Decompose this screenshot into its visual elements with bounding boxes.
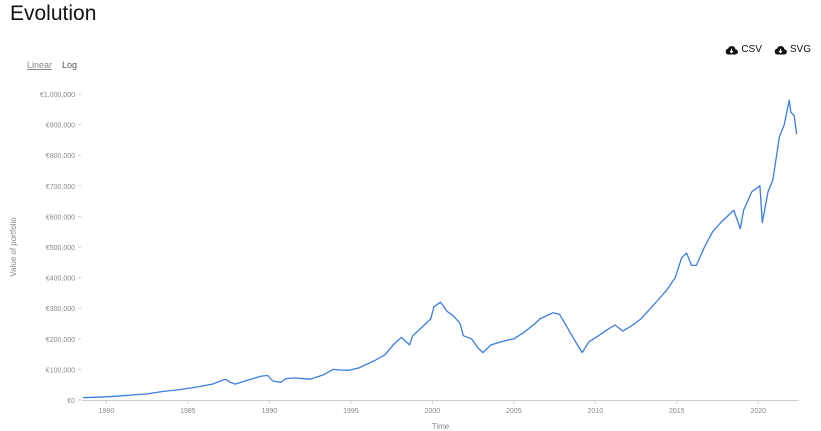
x-tick-label: 1990 [262,408,278,415]
download-csv-label: CSV [741,44,762,55]
x-axis-label: Time [432,422,450,431]
scale-linear-option[interactable]: Linear [27,60,53,70]
cloud-download-icon [726,45,739,55]
y-tick-label: €600,000 [46,214,75,221]
y-tick-label: €1,000,000 [40,92,75,99]
x-tick-label: 1980 [99,408,115,415]
cloud-download-icon [774,45,787,55]
portfolio-value-line [82,99,798,399]
y-tick-label: €500,000 [46,245,75,252]
y-tick-label: €800,000 [46,153,75,160]
download-toolbar: CSV SVG [725,44,811,55]
x-tick-label: 2000 [425,408,441,415]
y-tick-label: €100,000 [46,367,75,374]
scale-toggle: Linear Log [27,60,77,70]
y-tick-label: €200,000 [46,337,75,344]
y-tick-label: €900,000 [46,123,75,130]
x-tick-label: 2015 [669,408,685,415]
x-tick-label: 2010 [588,408,604,415]
download-csv-button[interactable]: CSV [725,44,762,55]
x-tick-label: 2005 [506,408,522,415]
x-tick-label: 2020 [750,408,766,415]
y-tick-label: €300,000 [46,306,75,313]
download-svg-label: SVG [789,44,811,55]
y-tick-label: €700,000 [46,184,75,191]
page-title: Evolution [10,2,97,25]
y-tick-label: €400,000 [46,276,75,283]
x-tick-label: 1995 [343,408,359,415]
y-tick-label: €0 [67,398,75,405]
download-svg-button[interactable]: SVG [774,44,811,55]
y-axis-label: Value of portfolio [9,217,18,277]
scale-log-option[interactable]: Log [62,60,78,70]
x-tick-label: 1985 [180,408,196,415]
